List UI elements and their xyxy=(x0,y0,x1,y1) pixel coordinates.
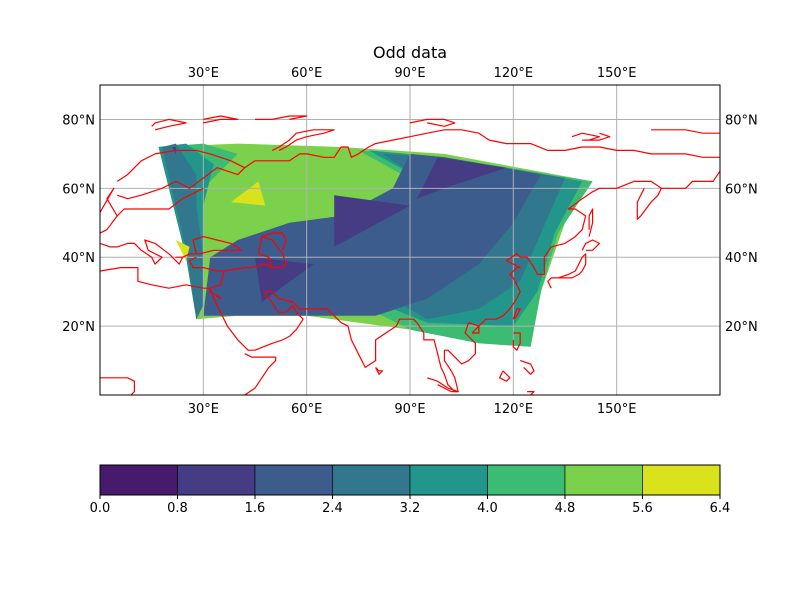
y-tick-label-right: 20°N xyxy=(725,320,758,335)
coastline-31 xyxy=(571,132,601,141)
x-tick-labels-bottom: 30°E 60°E 90°E 120°E 150°E xyxy=(188,402,637,417)
colorbar-tick-label: 0.0 xyxy=(90,501,111,516)
x-tick-label-bottom: 60°E xyxy=(291,402,322,417)
y-tick-label-right: 80°N xyxy=(725,113,758,128)
contour-region-6 xyxy=(162,143,204,320)
y-tick-label-left: 40°N xyxy=(62,251,95,266)
colorbar-segment-6 xyxy=(564,464,643,496)
y-tick-labels-left: 20°N 40°N 60°N 80°N xyxy=(62,113,95,335)
coastline-21 xyxy=(100,377,135,395)
colorbar-tick-label: 1.6 xyxy=(245,501,266,516)
x-tick-label-bottom: 30°E xyxy=(188,402,219,417)
colorbar-segment-4 xyxy=(409,464,488,496)
coastline-9 xyxy=(209,288,222,300)
coastline-10 xyxy=(547,253,587,289)
colorbar-segment-3 xyxy=(332,464,411,496)
y-tick-label-right: 40°N xyxy=(725,251,758,266)
x-tick-label-top: 30°E xyxy=(188,66,219,81)
coastline-7 xyxy=(257,236,273,268)
map-frame xyxy=(99,84,721,396)
colorbar-tick-label: 0.8 xyxy=(167,501,188,516)
contour-field xyxy=(158,143,593,347)
coastline-18 xyxy=(512,332,521,351)
coastline-23 xyxy=(633,180,663,220)
colorbar-tick-label: 6.4 xyxy=(710,501,731,516)
colorbar-segment-7 xyxy=(642,464,721,496)
coastline-0 xyxy=(100,187,118,234)
coastline-16 xyxy=(427,377,459,393)
coastline-25 xyxy=(244,129,720,169)
coastline-15 xyxy=(375,366,383,375)
contour-region-12 xyxy=(230,181,266,206)
coastline-28 xyxy=(151,118,187,131)
coastlines xyxy=(100,115,720,395)
coastline-27 xyxy=(409,118,456,127)
colorbar-segment-2 xyxy=(254,464,333,496)
coastline-32 xyxy=(582,132,611,141)
x-tick-labels-top: 30°E 60°E 90°E 120°E 150°E xyxy=(188,66,637,81)
x-tick-label-bottom: 90°E xyxy=(394,402,425,417)
contour-region-10 xyxy=(255,257,314,302)
x-tick-label-bottom: 150°E xyxy=(597,402,637,417)
y-tick-label-left: 60°N xyxy=(62,182,95,197)
coastline-26 xyxy=(271,129,335,151)
colorbar-tick-label: 4.0 xyxy=(477,501,498,516)
coastline-12 xyxy=(588,208,594,237)
x-tick-label-top: 150°E xyxy=(597,66,637,81)
colorbar-segment-1 xyxy=(177,464,256,496)
coastline-5 xyxy=(100,256,225,289)
colorbar: 0.0 0.8 1.6 2.4 3.2 4.0 4.8 5.6 6.4 xyxy=(90,464,731,516)
y-tick-label-left: 20°N xyxy=(62,320,95,335)
coastline-14 xyxy=(471,325,480,334)
coastline-30 xyxy=(255,115,308,121)
x-tick-label-top: 120°E xyxy=(494,66,534,81)
y-tick-label-left: 80°N xyxy=(62,113,95,128)
colorbar-tick-label: 3.2 xyxy=(400,501,421,516)
coastline-6 xyxy=(223,232,287,272)
contour-region-9 xyxy=(334,195,410,247)
chart-title: Odd data xyxy=(373,43,447,62)
y-tick-label-right: 60°N xyxy=(725,182,758,197)
colorbar-tick-label: 2.4 xyxy=(322,501,343,516)
x-tick-label-bottom: 120°E xyxy=(494,402,534,417)
coastline-13 xyxy=(512,308,521,320)
coastline-3 xyxy=(100,239,200,265)
coastline-1 xyxy=(116,149,246,200)
coastline-19 xyxy=(520,360,535,375)
colorbar-segment-5 xyxy=(487,464,566,496)
x-tick-label-top: 60°E xyxy=(291,66,322,81)
coastline-20 xyxy=(527,391,535,395)
colorbar-tick-label: 4.8 xyxy=(555,501,576,516)
coastline-24 xyxy=(661,170,720,189)
coastline-17 xyxy=(499,370,511,382)
coastline-33 xyxy=(651,129,720,134)
coastline-11 xyxy=(581,239,601,251)
coastline-2 xyxy=(116,187,204,217)
coastline-22 xyxy=(244,353,277,395)
coastline-29 xyxy=(203,115,239,124)
coastline-8 xyxy=(209,180,635,393)
colorbar-tick-label: 5.6 xyxy=(632,501,653,516)
y-tick-labels-right: 20°N 40°N 60°N 80°N xyxy=(725,113,758,335)
x-tick-label-top: 90°E xyxy=(394,66,425,81)
coastline-4 xyxy=(192,236,242,255)
colorbar-segment-0 xyxy=(99,464,178,496)
